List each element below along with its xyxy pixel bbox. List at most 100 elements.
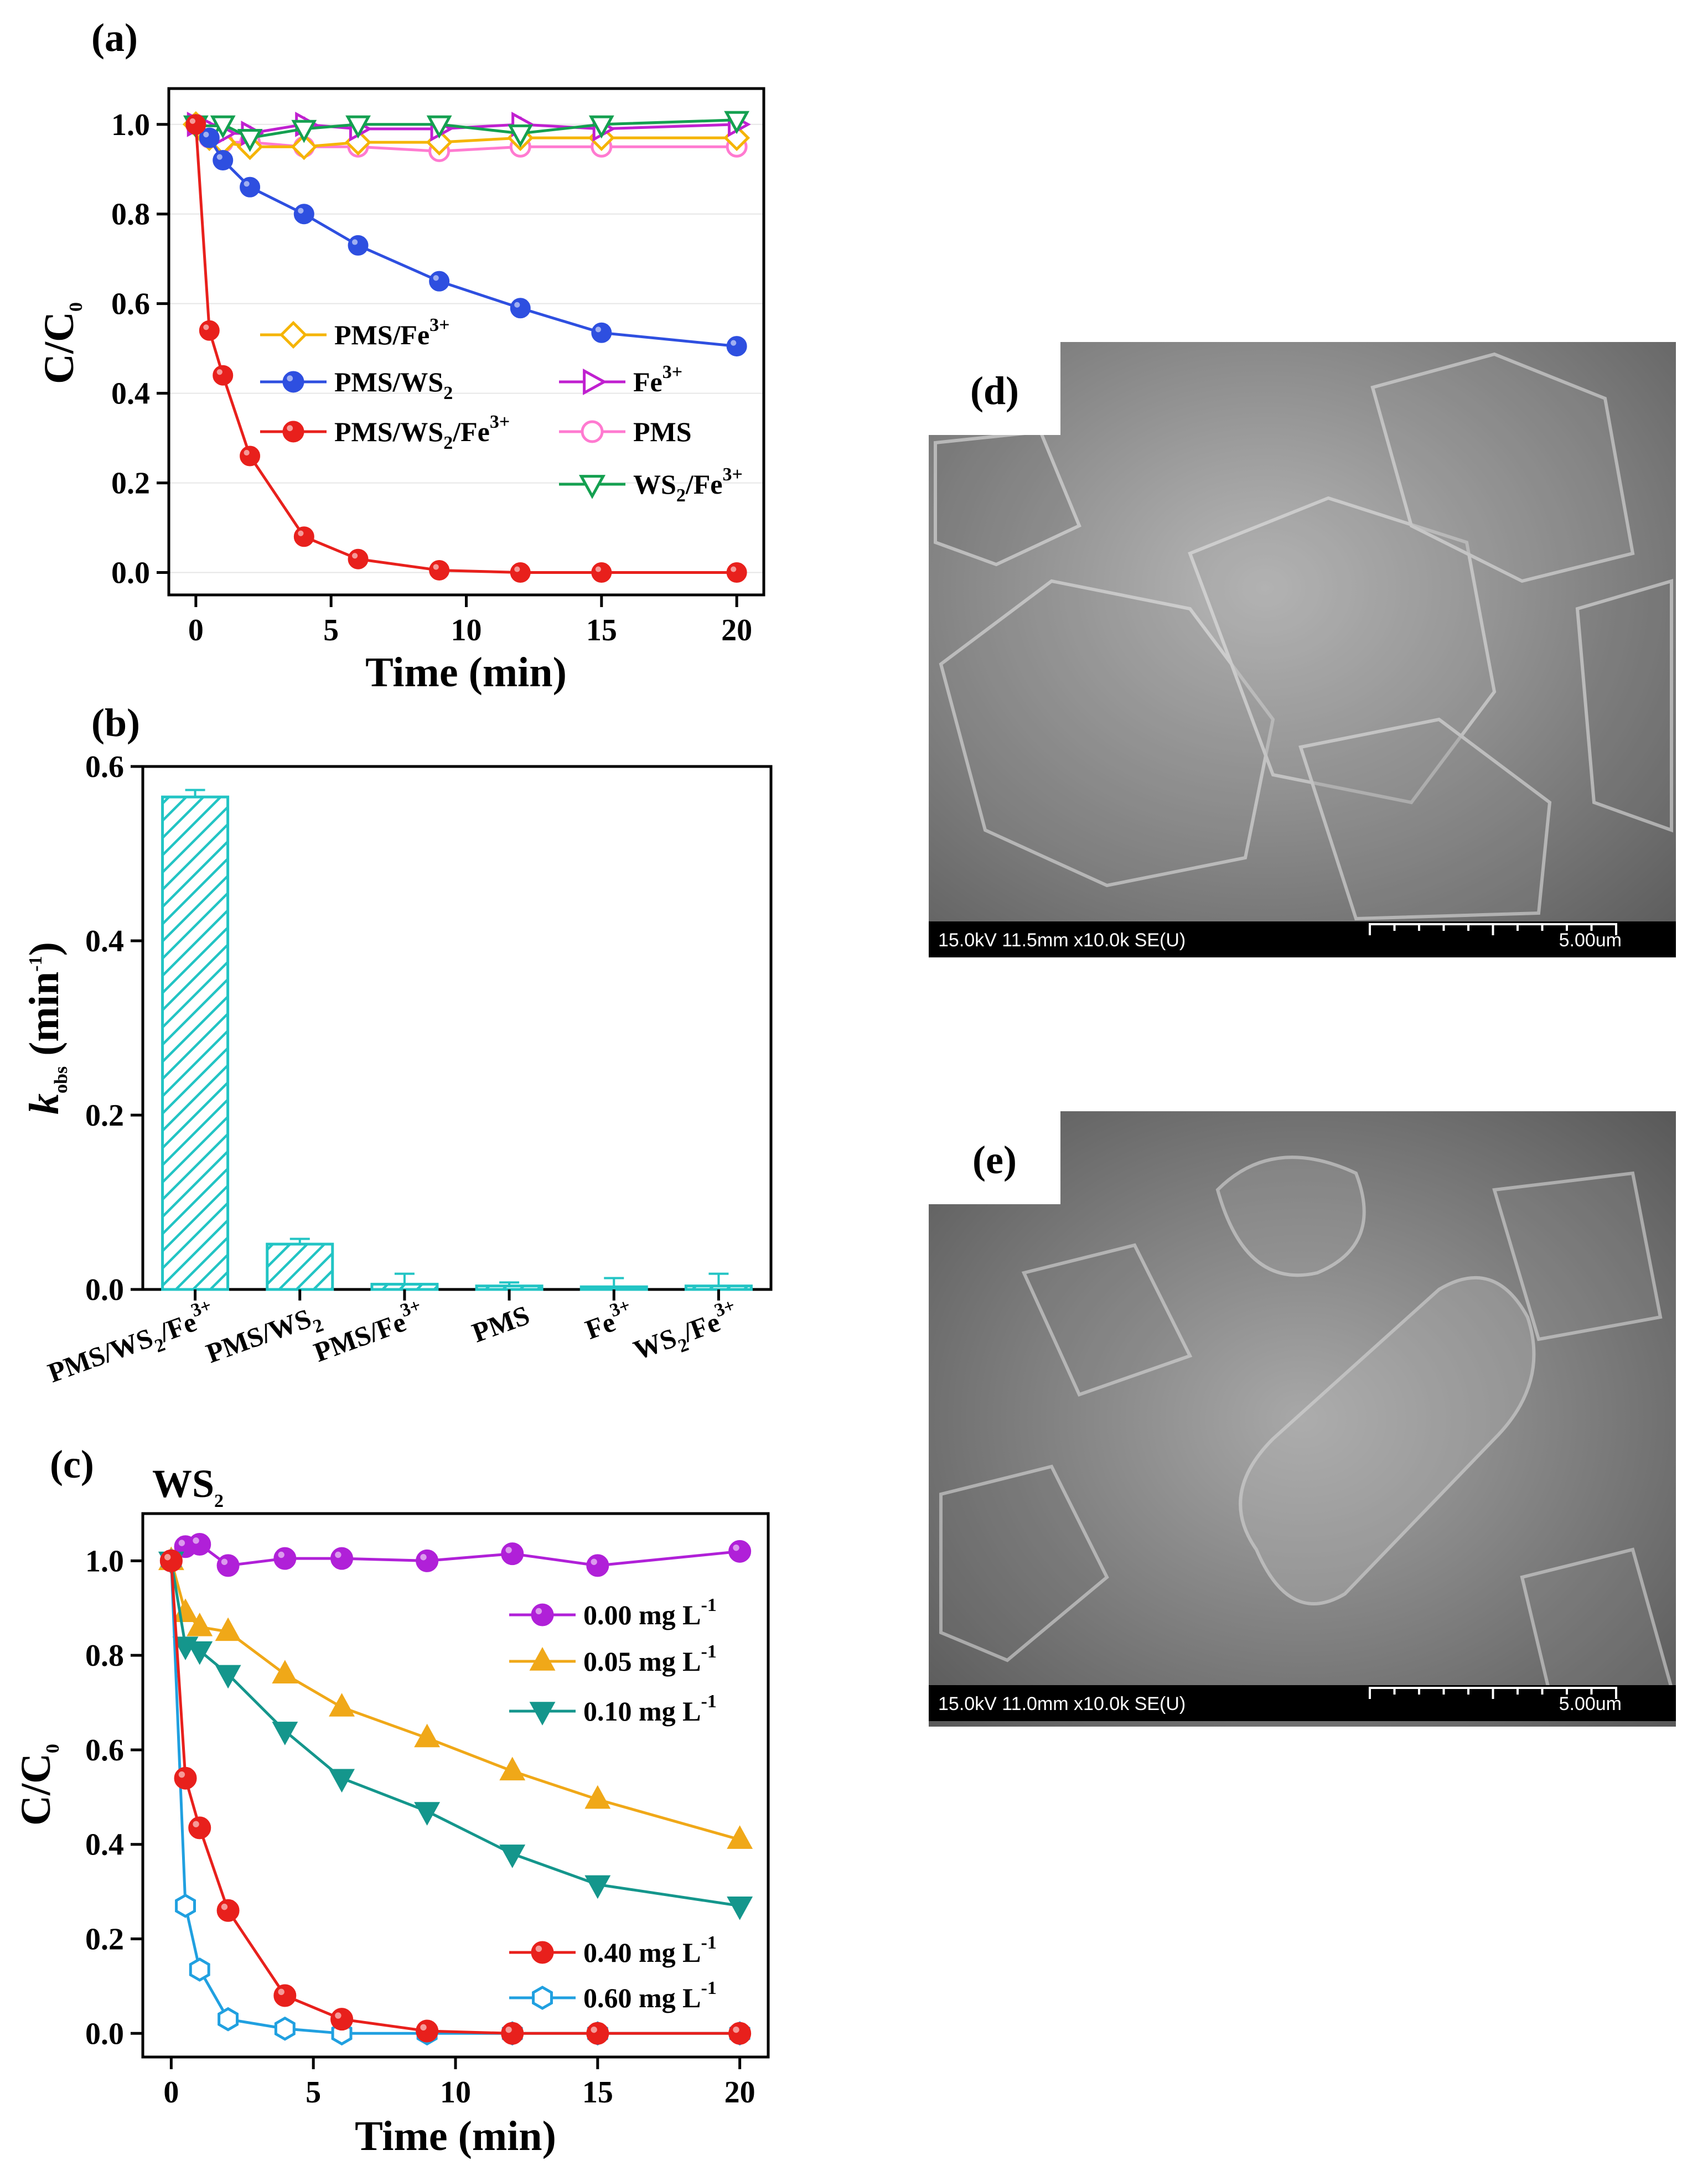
series-line (170, 1542, 740, 1567)
data-point (584, 1785, 611, 1809)
legend-label: 0.10 mg L-1 (583, 1691, 717, 1727)
data-point-shine (505, 2026, 512, 2033)
x-tick-label: 0 (163, 2075, 179, 2110)
data-point (274, 2016, 296, 2041)
data-point-shine (514, 566, 520, 572)
legend-label: WS2/Fe3+ (633, 464, 743, 506)
y-tick-label: 0.6 (85, 750, 124, 784)
data-point-shine (595, 327, 601, 333)
data-point (499, 1757, 526, 1781)
category-label: WS2/Fe3+ (628, 1295, 745, 1371)
category-label: PMS/WS2/Fe3+ (42, 1295, 221, 1394)
legend-label: PMS/WS2/Fe3+ (334, 412, 510, 453)
data-point (188, 1816, 211, 1840)
data-point (416, 1549, 439, 1572)
data-point (348, 235, 369, 256)
series-line (169, 1561, 740, 2035)
bar (475, 1284, 544, 1291)
data-point (724, 111, 750, 134)
data-point-shine (244, 181, 250, 187)
data-point-shine (221, 1558, 228, 1565)
data-point (213, 150, 234, 171)
data-point (175, 1893, 196, 1918)
data-point-shine (351, 553, 358, 559)
y-tick-label: 0.0 (85, 1273, 124, 1307)
data-point (510, 298, 531, 319)
sem-image-d: (d) 15.0kV 11.5mm x10.0k SE(U) 5.00um (929, 342, 1676, 957)
sem-e-info-bar (929, 1685, 1676, 1721)
legend-marker (531, 1603, 554, 1626)
data-point (240, 177, 261, 198)
data-point (499, 1845, 526, 1868)
data-point (727, 1825, 753, 1849)
data-point (728, 2022, 752, 2045)
panel-a: (a) 0 5 10 15 20 0.0 0.2 0.4 0.6 0.8 1.0 Time (min… (36, 15, 765, 696)
data-point (291, 120, 317, 143)
x-tick-label: 5 (323, 613, 339, 647)
data-point (588, 115, 614, 139)
legend-label: 0.00 mg L-1 (583, 1595, 717, 1630)
sem-d-scale-bar (1369, 923, 1617, 935)
legend-label: 0.60 mg L-1 (583, 1978, 717, 2013)
y-tick-label: 0.4 (85, 1828, 124, 1862)
data-point-shine (216, 154, 222, 160)
legend-marker (532, 1986, 553, 2010)
legend-marker (531, 1941, 554, 1964)
data-point (586, 2022, 609, 2045)
data-point-shine (733, 2026, 739, 2033)
data-point-shine (351, 239, 358, 245)
data-point-shine (298, 530, 304, 536)
data-point (273, 1984, 297, 2007)
legend-marker (282, 371, 304, 393)
x-tick-label: 5 (306, 2075, 321, 2110)
data-point (293, 204, 314, 225)
data-point (727, 1897, 753, 1920)
x-tick-label: 10 (440, 2075, 471, 2110)
y-tick-label: 0.2 (111, 467, 150, 501)
data-point (510, 562, 531, 583)
data-point-shine (203, 132, 209, 138)
y-tick-label: 0.0 (111, 556, 150, 590)
y-tick-label: 0.2 (85, 1099, 124, 1133)
data-point-shine (164, 1554, 171, 1561)
legend-marker-shine (287, 375, 293, 382)
panel-a-xlabel: Time (min) (365, 649, 567, 696)
data-point-shine (178, 1771, 185, 1778)
legend-marker-shine (287, 425, 293, 432)
data-point-shine (731, 566, 737, 572)
legend-marker (282, 421, 304, 443)
data-point (240, 445, 261, 467)
data-point (291, 133, 318, 160)
x-tick-label: 10 (451, 613, 482, 647)
panel-c-ylabel: C/C0 (13, 1744, 63, 1826)
data-point-shine (244, 449, 250, 456)
legend-marker (583, 368, 607, 396)
panel-a-label: (a) (91, 15, 138, 60)
data-point (272, 1722, 298, 1745)
data-point-shine (335, 1551, 341, 1558)
data-point-shine (203, 324, 209, 330)
sem-d-texture (934, 352, 1673, 921)
sem-d-caption: 15.0kV 11.5mm x10.0k SE(U) (938, 930, 1186, 951)
bar (266, 1242, 334, 1291)
legend-label: Fe3+ (633, 362, 682, 397)
category-label: PMS/WS2 (202, 1299, 326, 1375)
y-tick-label: 0.8 (111, 198, 150, 232)
category-label: PMS (468, 1299, 534, 1349)
panel-b-ylabel: kobs (min-1) (21, 942, 71, 1115)
data-point-shine (216, 369, 222, 375)
x-tick-label: 15 (582, 2075, 613, 2110)
bar (161, 795, 230, 1291)
sem-e-texture (939, 1156, 1674, 1696)
bar (684, 1284, 753, 1291)
sem-d-scale-text: 5.00um (1559, 930, 1622, 951)
legend-label: PMS/WS2 (334, 366, 453, 403)
data-point-shine (335, 2012, 341, 2019)
data-point (330, 2008, 354, 2031)
y-tick-label: 0.2 (85, 1923, 124, 1957)
data-point (272, 1660, 298, 1684)
data-point-shine (514, 302, 520, 308)
data-point (416, 2019, 439, 2043)
legend-label: PMS/Fe3+ (334, 315, 450, 350)
